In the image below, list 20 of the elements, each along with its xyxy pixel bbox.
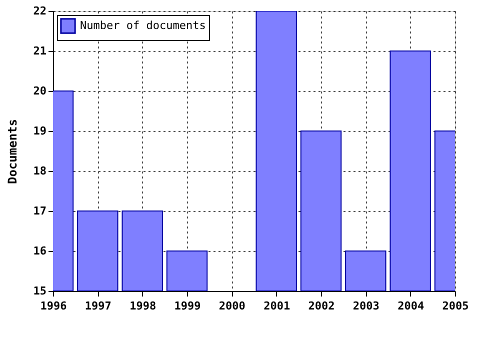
y-tick-label: 21 [33,44,47,58]
x-tick-label: 1999 [174,300,201,312]
x-tick-label: 1996 [40,300,68,312]
x-tick-label: 2004 [398,300,424,312]
y-tick-label: 18 [33,164,46,178]
x-tick-label: 2005 [442,300,469,312]
x-tick-label: 2003 [352,300,380,312]
x-tick-label: 2002 [308,300,335,312]
y-tick-label: 15 [33,284,46,298]
legend-label: Number of documents [80,19,206,32]
y-tick-label: 17 [33,204,46,218]
x-tick-label: 2001 [264,300,290,312]
y-tick-label: 22 [33,4,46,18]
x-tick-label: 2000 [218,300,246,312]
x-tick-label: 1998 [130,300,156,312]
y-tick-label: 16 [33,244,47,258]
y-tick-label: 20 [33,84,46,98]
y-axis-title: Documents [5,118,20,184]
x-tick-label: 1997 [84,300,112,312]
y-tick-label: 19 [33,124,46,138]
